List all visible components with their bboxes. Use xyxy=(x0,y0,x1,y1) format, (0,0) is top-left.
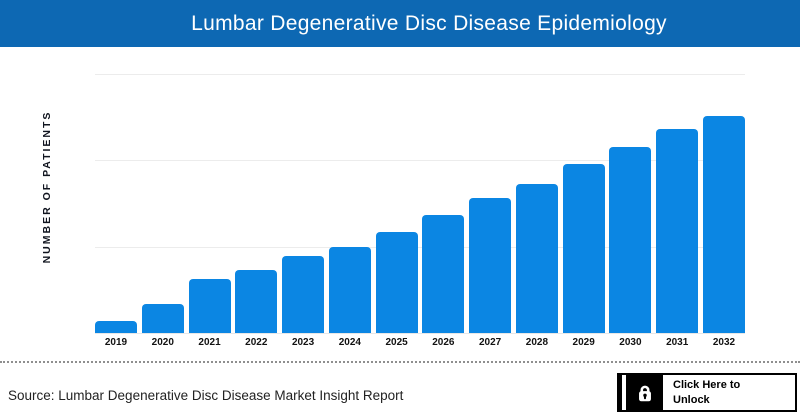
x-tick-2026: 2026 xyxy=(432,337,455,348)
bar-2026 xyxy=(422,214,465,333)
dotted-divider xyxy=(0,361,800,363)
source-text: Source: Lumbar Degenerative Disc Disease… xyxy=(8,388,404,403)
x-tick-2029: 2029 xyxy=(572,337,595,348)
x-tick-2030: 2030 xyxy=(619,337,642,348)
bar-2020 xyxy=(141,304,184,333)
x-tick-2020: 2020 xyxy=(151,337,174,348)
lock-icon xyxy=(626,375,663,410)
gridline xyxy=(95,246,745,248)
bar-2031 xyxy=(656,129,699,333)
x-tick-2025: 2025 xyxy=(385,337,408,348)
x-tick-2022: 2022 xyxy=(245,337,268,348)
unlock-button-label: Click Here to Unlock xyxy=(663,375,795,410)
x-axis-tick-labels: 2019 2020 2021 2022 2023 2024 2025 2026 2027 2028… xyxy=(95,337,745,348)
x-tick-2023: 2023 xyxy=(291,337,315,348)
bar-2028 xyxy=(515,184,558,333)
bars-container xyxy=(95,74,745,333)
x-tick-2027: 2027 xyxy=(479,337,502,348)
bar-2025 xyxy=(375,232,418,333)
bar-2022 xyxy=(235,269,278,333)
x-tick-2024: 2024 xyxy=(338,337,361,348)
bar-2019 xyxy=(95,320,137,333)
chart-title: Lumbar Degenerative Disc Disease Epidemi… xyxy=(191,11,667,35)
y-axis-label: NUMBER OF PATIENTS xyxy=(41,110,53,264)
gridline xyxy=(95,74,745,75)
x-tick-2019: 2019 xyxy=(104,337,128,348)
bar-2021 xyxy=(188,279,231,333)
bar-2032 xyxy=(702,115,745,333)
unlock-button-label-line1: Click Here to xyxy=(673,379,741,392)
bar-2027 xyxy=(469,198,512,333)
bar-2029 xyxy=(562,163,605,333)
x-tick-2031: 2031 xyxy=(666,337,689,348)
unlock-button-label-line2: Unlock xyxy=(673,393,710,406)
x-tick-2028: 2028 xyxy=(525,337,549,348)
bar-2024 xyxy=(328,246,371,333)
unlock-button[interactable]: Click Here to Unlock xyxy=(617,373,797,412)
gridline xyxy=(95,160,745,162)
chart-title-bar: Lumbar Degenerative Disc Disease Epidemi… xyxy=(0,0,800,47)
x-tick-2021: 2021 xyxy=(198,337,221,348)
x-tick-2032: 2032 xyxy=(712,337,736,348)
bar-chart-plot-area xyxy=(95,74,745,334)
bar-2023 xyxy=(282,256,325,333)
bar-2030 xyxy=(609,147,652,333)
